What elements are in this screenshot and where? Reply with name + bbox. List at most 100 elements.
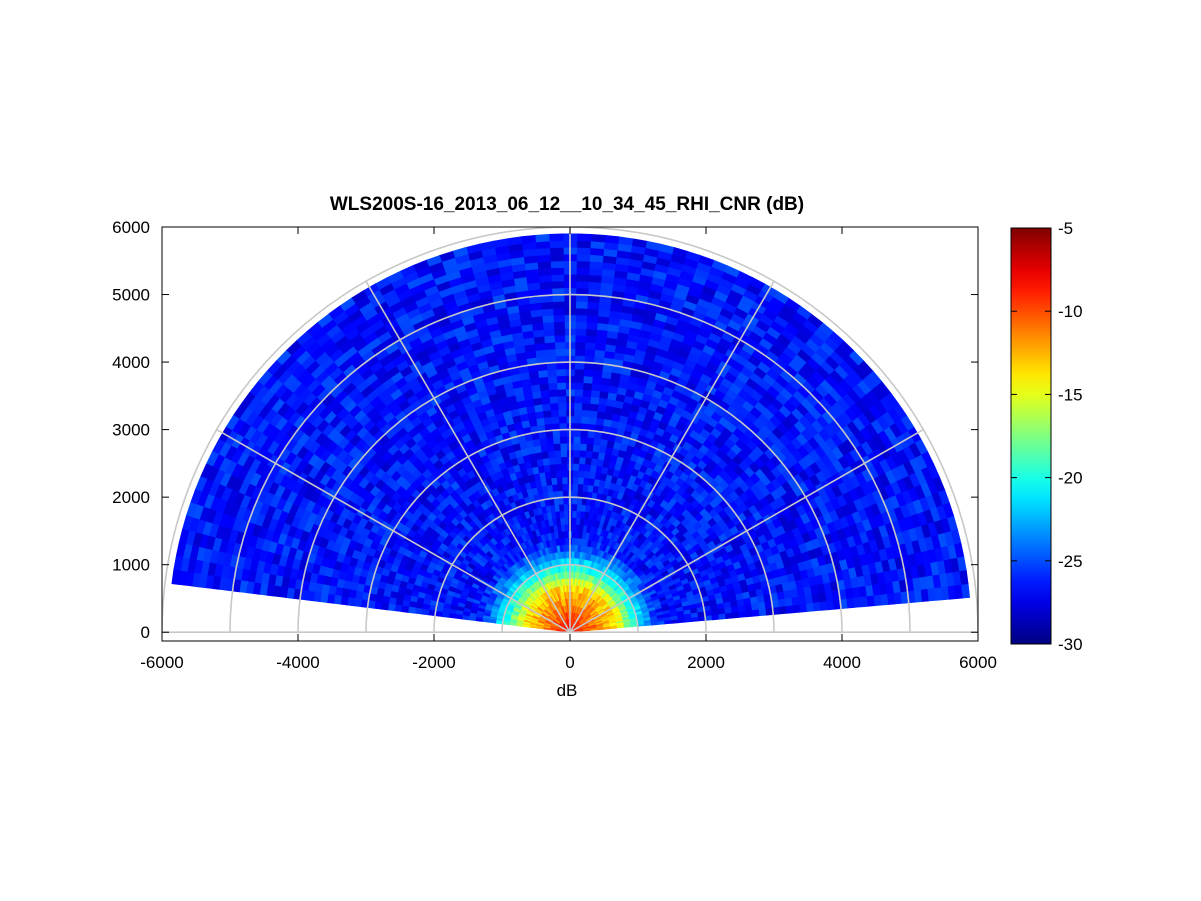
heatmap-cell xyxy=(585,443,594,452)
heatmap-cell xyxy=(571,544,575,552)
heatmap-cell xyxy=(535,247,551,256)
heatmap-cell xyxy=(574,348,586,357)
heatmap-cell xyxy=(552,314,565,323)
heatmap-cell xyxy=(171,569,181,585)
heatmap-cell xyxy=(541,314,554,324)
heatmap-cell xyxy=(577,476,584,485)
heatmap-cell xyxy=(454,613,463,620)
heatmap-cell xyxy=(544,348,556,357)
heatmap-cell xyxy=(575,510,582,519)
heatmap-cell xyxy=(448,612,457,619)
heatmap-cell xyxy=(574,530,580,539)
heatmap-cell xyxy=(556,476,563,485)
heatmap-cell xyxy=(549,253,564,262)
heatmap-cell xyxy=(537,260,552,270)
heatmap-cell xyxy=(583,368,594,377)
heatmap-cell xyxy=(535,240,551,250)
heatmap-cell xyxy=(562,496,569,505)
heatmap-cell xyxy=(583,463,592,472)
heatmap-cell xyxy=(574,375,584,384)
heatmap-cell xyxy=(573,388,584,397)
heatmap-cell xyxy=(380,602,390,611)
heatmap-cell xyxy=(574,334,587,343)
heatmap-cell xyxy=(586,436,595,445)
heatmap-cell xyxy=(571,537,576,545)
heatmap-cell xyxy=(557,402,567,411)
heatmap-cell xyxy=(550,260,564,269)
heatmap-cell xyxy=(538,376,549,385)
heatmap-cell xyxy=(542,321,555,330)
heatmap-cell xyxy=(554,341,566,350)
heatmap-cell xyxy=(555,361,566,370)
heatmap-cell xyxy=(539,389,550,398)
heatmap-cell xyxy=(556,375,566,384)
heatmap-cell xyxy=(778,605,788,615)
heatmap-cell xyxy=(785,604,794,614)
heatmap-cell xyxy=(589,254,604,263)
heatmap-cell xyxy=(548,395,559,404)
heatmap-cell xyxy=(555,368,566,377)
heatmap-cell xyxy=(581,395,592,404)
heatmap-cell xyxy=(574,368,585,377)
heatmap-cell xyxy=(553,328,566,336)
heatmap-cell xyxy=(586,301,600,310)
x-tick-label: 0 xyxy=(565,653,574,672)
heatmap-cell xyxy=(588,260,603,270)
heatmap-cell xyxy=(414,607,423,615)
heatmap-cell xyxy=(545,436,554,445)
heatmap-cell xyxy=(826,599,835,611)
heatmap-cell xyxy=(572,469,579,478)
heatmap-cell xyxy=(805,602,815,612)
heatmap-cell xyxy=(520,234,536,244)
heatmap-cell xyxy=(583,470,591,479)
angle-spoke xyxy=(569,428,924,633)
heatmap-cell xyxy=(560,463,568,471)
heatmap-cell xyxy=(591,450,600,460)
heatmap-cell xyxy=(543,335,556,344)
heatmap-cell xyxy=(561,483,568,491)
heatmap-cell xyxy=(584,348,596,357)
heatmap-cell xyxy=(560,449,568,458)
heatmap-cell xyxy=(552,436,561,445)
heatmap-cell xyxy=(584,335,597,344)
heatmap-cell xyxy=(538,274,552,283)
x-tick-label: 6000 xyxy=(959,653,997,672)
heatmap-cell xyxy=(543,416,552,425)
heatmap-cell xyxy=(549,246,564,255)
heatmap-cell xyxy=(548,463,557,472)
heatmap-cell xyxy=(572,463,580,471)
heatmap-cell xyxy=(542,409,552,419)
heatmap-cell xyxy=(581,409,590,418)
heatmap-cell xyxy=(555,470,563,478)
heatmap-cell xyxy=(542,328,555,337)
heatmap-cell xyxy=(481,618,490,623)
heatmap-cell xyxy=(575,517,581,525)
heatmap-cell xyxy=(536,254,551,263)
heatmap-cell xyxy=(572,483,579,491)
heatmap-cell xyxy=(554,348,566,357)
x-tick-label: 4000 xyxy=(823,653,861,672)
y-tick-label: 0 xyxy=(141,623,150,642)
heatmap-cell xyxy=(461,614,470,621)
heatmap-cell xyxy=(575,314,588,323)
heatmap-cell xyxy=(572,476,579,485)
heatmap-cell xyxy=(538,281,553,290)
heatmap-cell xyxy=(394,604,403,612)
heatmap-cell xyxy=(745,609,754,618)
heatmap-cell xyxy=(572,456,580,464)
heatmap-cell xyxy=(549,240,564,249)
heatmap-cell xyxy=(585,321,598,330)
heatmap-cell xyxy=(589,240,605,250)
heatmap-cell xyxy=(538,437,548,446)
heatmap-cell xyxy=(576,253,591,262)
heatmap-cell xyxy=(812,601,821,612)
heatmap-cell xyxy=(572,449,580,458)
x-tick-label: 2000 xyxy=(687,653,725,672)
heatmap-cell xyxy=(573,382,584,390)
heatmap-cell xyxy=(407,606,416,614)
heatmap-cell xyxy=(573,415,582,424)
heatmap-cell xyxy=(588,274,602,283)
heatmap-cell xyxy=(556,388,567,397)
heatmap-cell xyxy=(571,496,578,505)
